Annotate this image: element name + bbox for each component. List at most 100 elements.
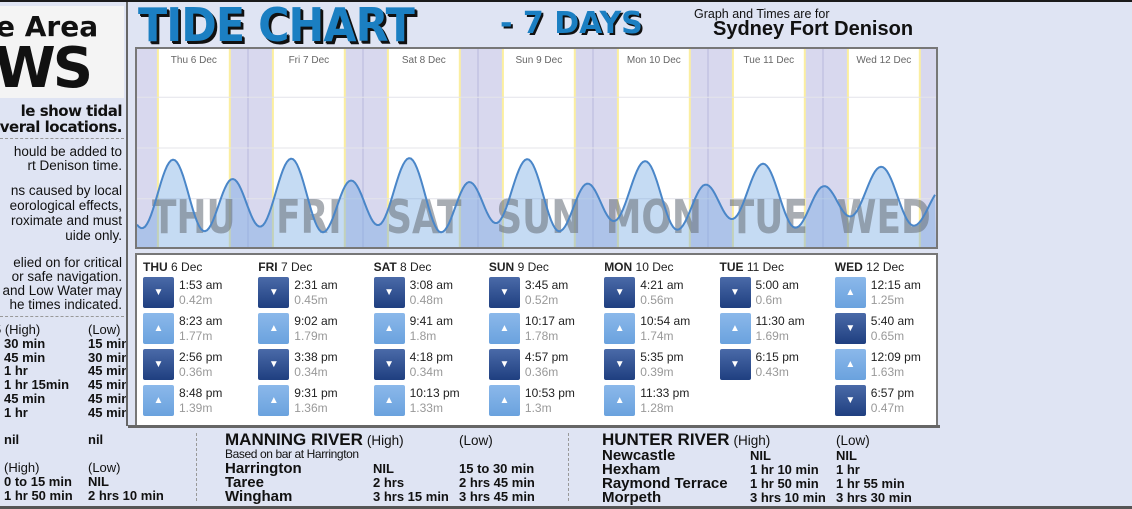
day-watermark: MON	[606, 191, 702, 245]
offset-low-cell: 30 min	[88, 349, 128, 365]
tide-height: 1.63m	[870, 365, 905, 379]
day-column: SAT 8 Dec ▼ 3:08 am 0.48m ▲ 9:41 am 1.8m ▼ 4:18 …	[373, 255, 486, 425]
divider	[568, 433, 569, 501]
hunter-high-offset: 1 hr 50 min	[750, 476, 819, 491]
info-line: elied on for critical	[13, 255, 122, 270]
tide-entry: ▼ 5:40 am 0.65m	[834, 313, 945, 345]
tide-time: 4:21 am	[640, 278, 684, 292]
day-header: SAT 8 Dec	[374, 260, 432, 274]
day-of-week: THU	[143, 260, 168, 274]
day-column: TUE 11 Dec ▼ 5:00 am 0.6m ▲ 11:30 am 1.69m ▼ 6:1…	[719, 255, 832, 425]
tide-height: 1.77m	[179, 329, 213, 343]
day-watermark: WED	[837, 191, 931, 245]
hunter-low-offset: 3 hrs 30 min	[836, 490, 912, 505]
day-label: Mon 10 Dec	[627, 55, 681, 66]
arrow-up-icon: ▲	[258, 385, 290, 416]
manning-note: Based on bar at Harrington	[225, 447, 359, 461]
hunter-high-offset: 3 hrs 10 min	[750, 490, 826, 505]
tide-height: 1.74m	[640, 329, 674, 343]
tide-entry: ▼ 2:31 am 0.45m	[258, 277, 368, 309]
tide-time: 12:15 am	[870, 278, 921, 292]
arrow-up-icon: ▲	[719, 313, 751, 344]
offset-high-cell: 1 hr	[4, 363, 28, 379]
hunter-location: Morpeth	[602, 489, 662, 506]
arrow-down-icon: ▼	[604, 349, 636, 380]
day-column: FRI 7 Dec ▼ 2:31 am 0.45m ▲ 9:02 am 1.79m ▼ 3:38…	[258, 255, 370, 425]
info-line: or safe navigation.	[11, 269, 122, 284]
day-date: 7 Dec	[280, 260, 313, 274]
tide-height: 0.36m	[524, 365, 559, 379]
arrow-down-icon: ▼	[143, 277, 174, 308]
day-label: Tue 11 Dec	[744, 55, 795, 66]
manning-location: Harrington	[225, 460, 302, 477]
arrow-down-icon: ▼	[258, 349, 290, 380]
tide-entry: ▲ 11:30 am 1.69m	[719, 313, 830, 345]
tide-time: 9:02 am	[294, 314, 338, 328]
day-column: SUN 9 Dec ▼ 3:45 am 0.52m ▲ 10:17 am 1.78m ▼ 4:5…	[488, 255, 601, 425]
tide-height: 0.52m	[524, 293, 559, 307]
day-label: Fri 7 Dec	[289, 55, 330, 66]
arrow-down-icon: ▼	[373, 349, 405, 380]
hunter-high-offset: 1 hr 10 min	[750, 462, 819, 477]
manning-river-heading: MANNING RIVER (High)	[225, 430, 404, 450]
day-column: MON 10 Dec ▼ 4:21 am 0.56m ▲ 10:54 am 1.74m ▼ 5:…	[604, 255, 716, 425]
manning-location: Taree	[225, 474, 264, 491]
info-line: ns caused by local	[10, 183, 122, 198]
manning-low-offset: 3 hrs 45 min	[459, 489, 535, 504]
day-date: 11 Dec	[746, 260, 784, 274]
page-subtitle: - 7 DAYS	[500, 6, 643, 41]
day-header: FRI 7 Dec	[258, 260, 312, 274]
info-line: rt Denison time.	[27, 158, 122, 173]
day-watermark: THU	[152, 191, 236, 245]
offset-low-cell: 45 min	[88, 377, 128, 393]
hunter-low-offset: 1 hr 55 min	[836, 476, 905, 491]
tide-entry: ▼ 3:38 pm 0.34m	[258, 349, 368, 381]
heading-line: veral locations.	[0, 118, 123, 136]
day-of-week: WED	[834, 260, 863, 274]
tide-height: 1.33m	[409, 401, 443, 415]
day-of-week: SUN	[488, 260, 515, 274]
manning-low-label: (Low)	[459, 433, 493, 448]
arrow-down-icon: ▼	[488, 349, 520, 380]
hunter-location: Hexham	[602, 461, 661, 478]
offset-low-cell: 45 min	[88, 363, 128, 379]
hunter-low-offset: 1 hr	[836, 462, 860, 477]
info-line: hould be added to	[13, 144, 122, 159]
offset2-cell: 1 hr 50 min	[4, 488, 73, 503]
manning-low-offset: 2 hrs 45 min	[459, 475, 535, 490]
offset-high-cell: 1 hr 15min	[4, 377, 70, 393]
offset-high-cell: 45 min	[4, 349, 46, 365]
tide-time: 2:56 pm	[179, 350, 223, 364]
tide-height: 1.79m	[294, 329, 328, 343]
info-line: and Low Water may	[2, 283, 122, 298]
tide-entry: ▲ 10:53 pm 1.3m	[488, 385, 599, 417]
arrow-down-icon: ▼	[719, 277, 751, 308]
tide-time: 5:35 pm	[640, 350, 684, 364]
tide-height: 0.6m	[755, 293, 783, 307]
arrow-down-icon: ▼	[373, 277, 405, 308]
hunter-river-heading: HUNTER RIVER (High)	[602, 430, 770, 450]
tide-time: 9:41 am	[409, 314, 453, 328]
arrow-up-icon: ▲	[604, 313, 636, 344]
hunter-low-label: (Low)	[836, 433, 870, 448]
tide-time: 3:38 pm	[294, 350, 338, 364]
day-watermark: SAT	[386, 191, 461, 245]
hunter-location: Raymond Terrace	[602, 475, 728, 492]
offset2-cell: 0 to 15 min	[4, 474, 72, 489]
tide-entry: ▼ 4:21 am 0.56m	[604, 277, 714, 309]
tide-entry: ▲ 9:41 am 1.8m	[373, 313, 484, 345]
arrow-up-icon: ▲	[373, 313, 405, 344]
offset2-cell: 2 hrs 10 min	[88, 488, 164, 503]
info-line: uide only.	[65, 228, 122, 243]
hunter-high-offset: NIL	[750, 448, 771, 463]
day-header: THU 6 Dec	[143, 260, 202, 274]
tide-entry: ▲ 12:15 am 1.25m	[834, 277, 945, 309]
tide-chart: THU FRI SAT SUN MON TUE WED Thu 6 Dec Fri 7 Dec S…	[135, 47, 938, 249]
tide-line	[137, 157, 936, 234]
tide-entry: ▲ 12:09 pm 1.63m	[834, 349, 945, 381]
tide-time: 10:13 pm	[409, 386, 460, 400]
day-column: WED 12 Dec ▲ 12:15 am 1.25m ▼ 5:40 am 0.65m ▲ 12…	[834, 255, 947, 425]
tide-height: 1.69m	[755, 329, 789, 343]
graph-for-label: Graph and Times are for	[694, 7, 830, 21]
tide-entry: ▲ 10:13 pm 1.33m	[373, 385, 484, 417]
